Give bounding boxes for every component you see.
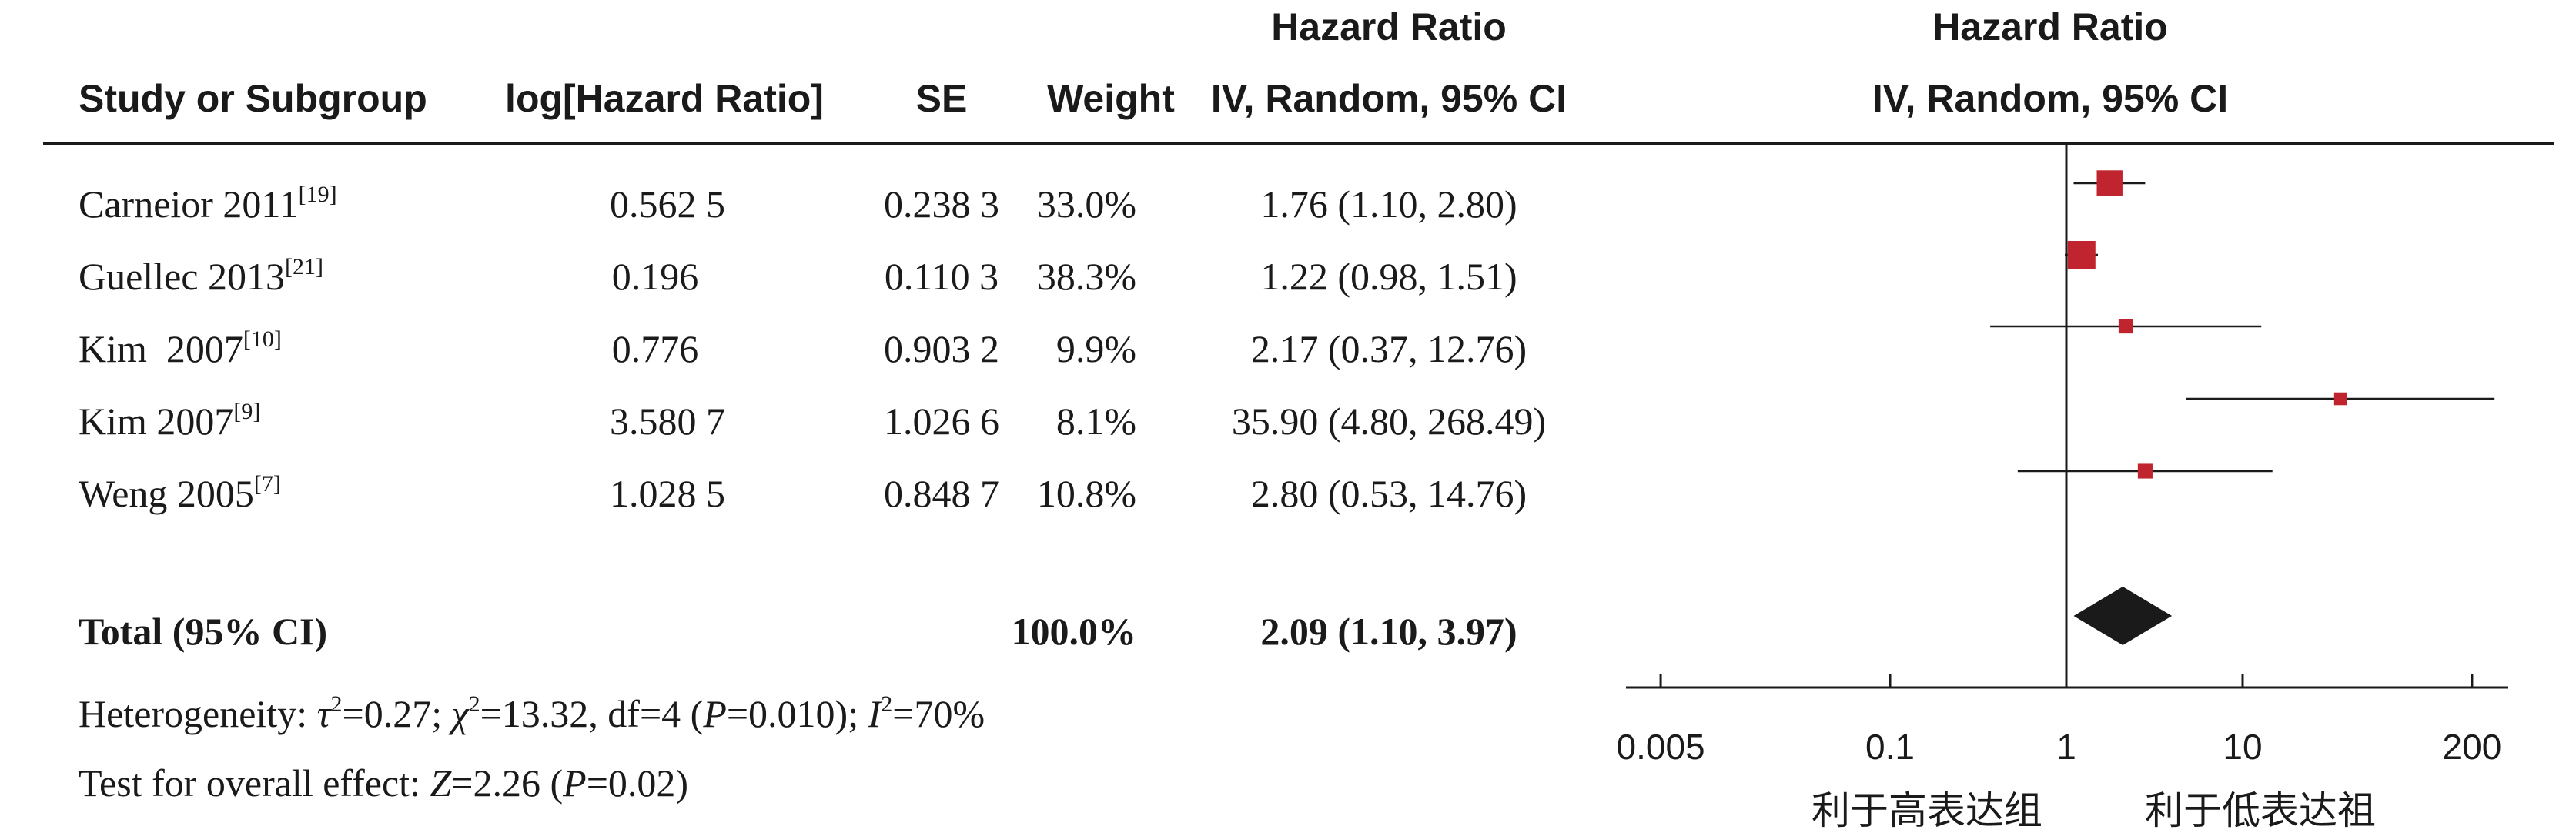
study-effect-square xyxy=(2096,170,2123,196)
weight-value: 9.9% xyxy=(1055,327,1136,370)
total-ci: 2.09 (1.10, 3.97) xyxy=(1260,610,1517,653)
x-axis-tick-label: 200 xyxy=(2443,727,2502,767)
weight-value: 33.0% xyxy=(1036,182,1136,226)
hr-ci-value: 1.76 (1.10, 2.80) xyxy=(1260,182,1517,226)
loghr-header: log[Hazard Ratio] xyxy=(505,77,824,120)
se-value: 0.903 2 xyxy=(884,327,999,370)
loghr-value: 1.028 5 xyxy=(610,472,725,515)
hr-ci-value: 1.22 (0.98, 1.51) xyxy=(1260,255,1517,298)
study-effect-square xyxy=(2137,463,2153,479)
study-name: Kim 2007[10] xyxy=(79,326,282,370)
se-value: 1.026 6 xyxy=(884,400,999,443)
hr-ci-value: 35.90 (4.80, 268.49) xyxy=(1231,400,1547,443)
x-axis-tick-label: 0.005 xyxy=(1617,727,1705,767)
total-label: Total (95% CI) xyxy=(79,610,328,653)
pooled-effect-diamond xyxy=(2073,587,2173,645)
header-rule xyxy=(43,142,2554,145)
hr-ci-value: 2.80 (0.53, 14.76) xyxy=(1250,472,1527,515)
weight-value: 8.1% xyxy=(1055,400,1136,443)
se-header: SE xyxy=(915,77,968,120)
plot-column-title: Hazard Ratio xyxy=(1932,5,2168,49)
weight-value: 10.8% xyxy=(1036,472,1136,515)
heterogeneity-text: Heterogeneity: τ2=0.27; χ2=13.32, df=4 (… xyxy=(79,691,985,735)
hr-column-title: Hazard Ratio xyxy=(1271,5,1507,49)
loghr-value: 0.196 xyxy=(611,255,699,298)
study-effect-square xyxy=(2118,319,2133,334)
study-effect-square xyxy=(2067,241,2096,269)
weight-header: Weight xyxy=(1047,77,1175,120)
study-name: Kim 2007[9] xyxy=(79,399,261,443)
favours-right-label: 利于低表达祖 xyxy=(2145,788,2376,833)
se-value: 0.110 3 xyxy=(884,255,999,298)
study-name: Weng 2005[7] xyxy=(79,471,281,515)
loghr-value: 0.562 5 xyxy=(610,182,725,226)
study-name: Carneior 2011[19] xyxy=(79,182,337,226)
x-axis-tick-label: 10 xyxy=(2223,727,2262,767)
overall-effect-text: Test for overall effect: Z=2.26 (P=0.02) xyxy=(79,761,689,805)
total-weight: 100.0% xyxy=(1011,610,1137,653)
study-name: Guellec 2013[21] xyxy=(79,254,323,298)
se-value: 0.848 7 xyxy=(884,472,999,515)
plot-ci-header: IV, Random, 95% CI xyxy=(1872,77,2229,120)
weight-value: 38.3% xyxy=(1036,255,1136,298)
hr-ci-header: IV, Random, 95% CI xyxy=(1210,77,1567,120)
favours-left-label: 利于高表达组 xyxy=(1812,788,2042,833)
x-axis-tick-label: 1 xyxy=(2056,727,2076,767)
study-effect-square xyxy=(2333,392,2347,406)
loghr-value: 3.580 7 xyxy=(610,400,725,443)
loghr-value: 0.776 xyxy=(611,327,699,370)
hr-ci-value: 2.17 (0.37, 12.76) xyxy=(1250,327,1527,370)
study-header: Study or Subgroup xyxy=(79,77,427,120)
x-axis-tick-label: 0.1 xyxy=(1865,727,1915,767)
se-value: 0.238 3 xyxy=(884,182,999,226)
